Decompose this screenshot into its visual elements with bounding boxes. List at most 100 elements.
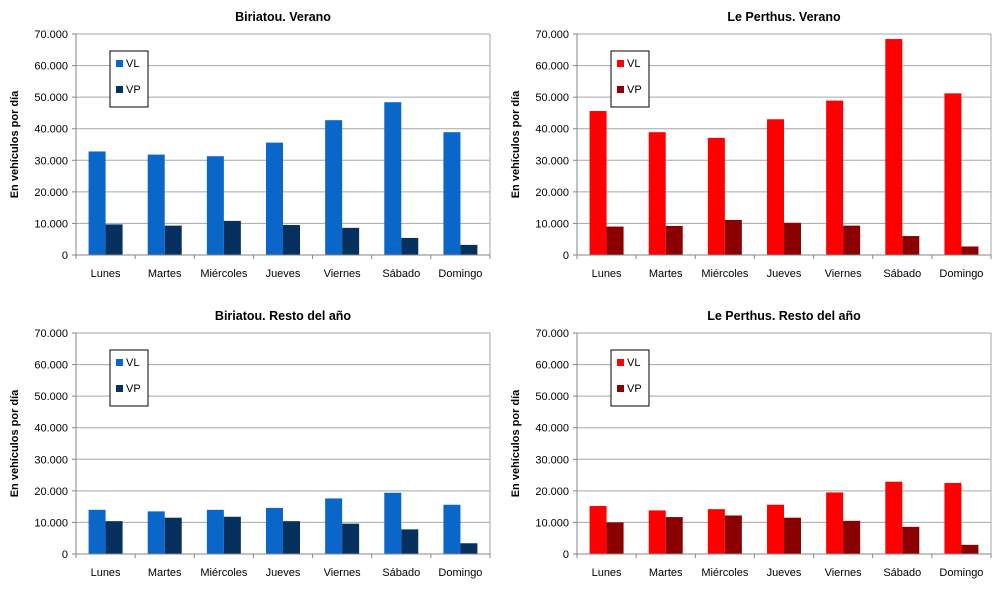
legend-label-vp: VP [126, 383, 141, 395]
x-tick-label: Lunes [592, 268, 622, 280]
y-tick-label: 70.000 [34, 29, 68, 41]
chart-svg: Biriatou. Verano En vehículos por día 0 10.… [9, 10, 491, 280]
x-tick-label: Martes [148, 567, 182, 579]
chart-biriatou-resto: Biriatou. Resto del año En vehículos por … [0, 299, 500, 598]
y-tick-label: 60.000 [34, 360, 68, 372]
bar-vl-martes [147, 511, 165, 554]
bar-vl-viernes [826, 492, 844, 554]
bar-vp-miércoles [724, 219, 742, 255]
bar-vl-domingo [944, 93, 962, 256]
y-tick-label: 70.000 [535, 328, 569, 340]
x-tick-label: Domingo [939, 268, 983, 280]
chart-biriatou-verano: Biriatou. Verano En vehículos por día 0 10.… [0, 0, 500, 299]
y-tick-label: 30.000 [34, 454, 68, 466]
legend-label-vl: VL [627, 357, 640, 369]
x-tick-label: Sábado [883, 268, 921, 280]
y-tick-label: 20.000 [34, 486, 68, 498]
bar-vp-miércoles [724, 515, 742, 554]
bar-vl-miércoles [206, 509, 224, 554]
y-tick-label: 60.000 [535, 61, 569, 73]
y-tick-label: 10.000 [535, 218, 569, 230]
x-tick-label: Viernes [324, 268, 362, 280]
bar-vl-domingo [443, 504, 461, 554]
x-tick-label: Viernes [825, 268, 863, 280]
y-tick-label: 50.000 [535, 391, 569, 403]
bar-vl-jueves [266, 507, 283, 554]
y-tick-label: 40.000 [34, 124, 68, 136]
x-tick-label: Miércoles [200, 567, 248, 579]
bar-vp-jueves [283, 521, 300, 554]
bar-vl-miércoles [206, 156, 224, 255]
x-tick-label: Viernes [324, 567, 362, 579]
bar-vp-lunes [105, 224, 123, 255]
bar-vp-sábado [902, 236, 920, 255]
bar-vl-jueves [767, 119, 784, 255]
y-tick-label: 20.000 [535, 486, 569, 498]
bar-vp-viernes [342, 523, 360, 554]
bar-vl-viernes [325, 120, 343, 255]
legend-label-vp: VP [126, 84, 141, 96]
legend-label-vl: VL [627, 58, 640, 70]
bar-vl-lunes [88, 509, 106, 554]
bar-vl-lunes [589, 506, 607, 554]
bar-vp-lunes [105, 521, 123, 554]
bar-vl-jueves [266, 142, 283, 255]
legend-label-vl: VL [126, 357, 139, 369]
bar-vl-sábado [384, 102, 402, 256]
bar-vl-domingo [944, 482, 962, 554]
x-tick-label: Martes [649, 567, 683, 579]
y-tick-label: 20.000 [34, 187, 68, 199]
bar-vp-miércoles [223, 516, 241, 554]
bar-vp-domingo [460, 543, 478, 554]
y-tick-label: 50.000 [34, 391, 68, 403]
legend-label-vp: VP [627, 383, 642, 395]
y-tick-label: 60.000 [34, 61, 68, 73]
y-axis-label: En vehículos por día [9, 90, 21, 198]
chart-le-perthus-resto: Le Perthus. Resto del año En vehículos po… [501, 299, 1001, 598]
bar-vl-miércoles [707, 137, 725, 255]
x-tick-label: Lunes [91, 268, 121, 280]
bar-vp-lunes [606, 226, 624, 255]
x-tick-label: Domingo [438, 268, 482, 280]
chart-svg: Le Perthus. Verano En vehículos por día 0 1… [510, 10, 992, 280]
legend-swatch-vp [116, 385, 123, 392]
chart-title: Biriatou. Resto del año [215, 309, 351, 323]
x-tick-label: Martes [649, 268, 683, 280]
bar-vp-lunes [606, 522, 624, 554]
bar-vl-sábado [885, 39, 903, 256]
y-tick-label: 10.000 [34, 218, 68, 230]
y-tick-label: 60.000 [535, 360, 569, 372]
y-tick-label: 50.000 [535, 92, 569, 104]
legend-swatch-vl [116, 60, 123, 67]
bar-vp-viernes [843, 520, 861, 554]
bar-vp-domingo [961, 544, 979, 554]
x-tick-label: Sábado [382, 567, 420, 579]
bar-vp-jueves [784, 517, 801, 554]
x-tick-label: Sábado [382, 268, 420, 280]
bar-vp-domingo [460, 244, 478, 255]
x-tick-label: Sábado [883, 567, 921, 579]
x-tick-label: Miércoles [200, 268, 248, 280]
y-tick-label: 0 [563, 549, 569, 561]
bar-vp-martes [164, 517, 182, 554]
x-tick-label: Martes [148, 268, 182, 280]
bar-vp-martes [164, 225, 182, 255]
y-tick-label: 30.000 [535, 155, 569, 167]
y-axis-label: En vehículos por día [510, 389, 522, 497]
bar-vl-miércoles [707, 509, 725, 554]
bar-vp-viernes [843, 225, 861, 255]
x-tick-label: Jueves [266, 268, 301, 280]
bar-vl-viernes [325, 498, 343, 554]
y-tick-label: 50.000 [34, 92, 68, 104]
y-tick-label: 10.000 [535, 517, 569, 529]
bar-vl-martes [648, 132, 666, 255]
y-tick-label: 70.000 [34, 328, 68, 340]
bar-vl-martes [648, 510, 666, 554]
y-tick-label: 0 [62, 549, 68, 561]
x-tick-label: Jueves [767, 567, 802, 579]
x-tick-label: Domingo [939, 567, 983, 579]
bar-vp-martes [665, 225, 683, 255]
chart-title: Le Perthus. Verano [727, 10, 841, 24]
y-tick-label: 10.000 [34, 517, 68, 529]
bar-vp-jueves [283, 225, 300, 255]
